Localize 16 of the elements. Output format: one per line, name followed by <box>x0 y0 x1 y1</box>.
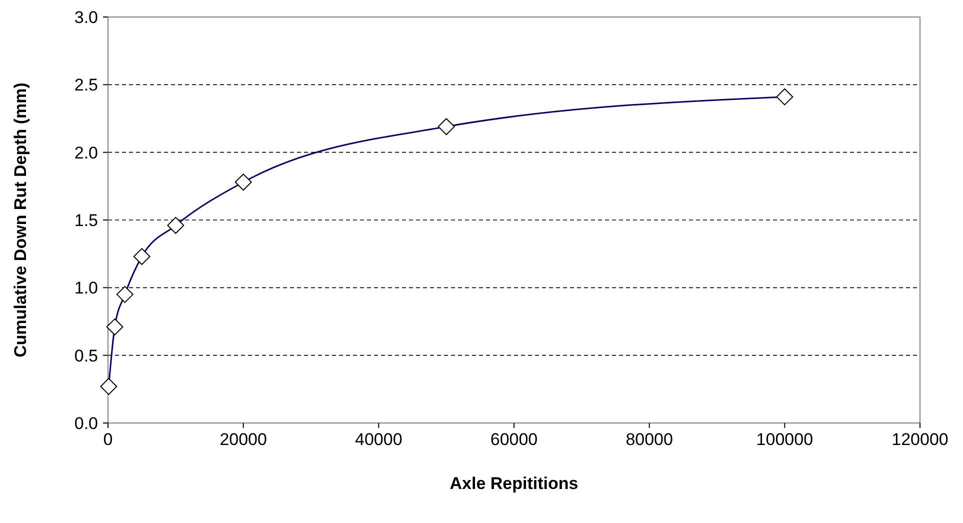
y-tick-label: 0.0 <box>74 414 98 433</box>
y-axis-title: Cumulative Down Rut Depth (mm) <box>11 82 30 358</box>
x-tick-label: 100000 <box>756 430 814 449</box>
y-tick-label: 0.5 <box>74 346 98 366</box>
x-axis-title: Axle Repititions <box>450 474 578 493</box>
y-tick-label: 2.5 <box>74 76 98 95</box>
x-tick-label: 60000 <box>490 430 538 449</box>
x-tick-label: 40000 <box>355 430 402 449</box>
y-tick-label: 1.5 <box>74 210 98 230</box>
y-tick-label: 3.0 <box>74 8 98 27</box>
y-tick-label: 2.0 <box>74 143 98 162</box>
x-tick-label: 20000 <box>220 430 267 449</box>
x-tick-label: 0 <box>103 430 113 449</box>
x-tick-label: 120000 <box>892 430 948 449</box>
y-tick-label: 1.0 <box>74 278 98 298</box>
x-tick-label: 80000 <box>626 430 673 449</box>
